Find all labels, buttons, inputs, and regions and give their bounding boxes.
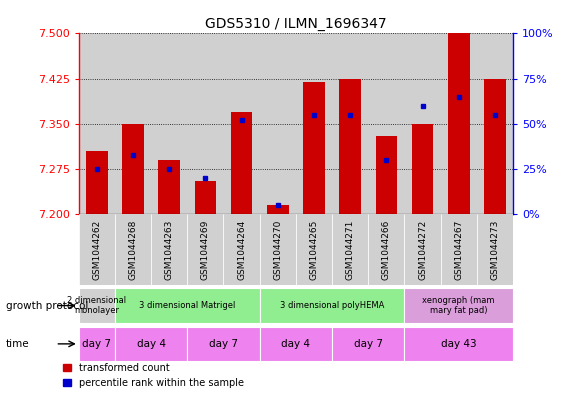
Bar bbox=[159, 160, 180, 214]
Text: GSM1044267: GSM1044267 bbox=[454, 219, 463, 280]
Bar bbox=[122, 124, 144, 214]
Text: 2 dimensional
monolayer: 2 dimensional monolayer bbox=[67, 296, 127, 315]
Text: GSM1044273: GSM1044273 bbox=[490, 219, 500, 280]
Bar bbox=[332, 327, 405, 361]
Bar bbox=[151, 33, 187, 214]
Title: GDS5310 / ILMN_1696347: GDS5310 / ILMN_1696347 bbox=[205, 17, 387, 31]
Bar bbox=[223, 33, 259, 214]
Bar bbox=[477, 33, 513, 214]
Text: GSM1044262: GSM1044262 bbox=[92, 219, 101, 280]
Bar bbox=[477, 214, 513, 285]
Text: day 4: day 4 bbox=[282, 339, 310, 349]
Bar bbox=[405, 288, 513, 323]
Bar bbox=[115, 288, 259, 323]
Text: GSM1044266: GSM1044266 bbox=[382, 219, 391, 280]
Bar bbox=[332, 214, 368, 285]
Bar bbox=[484, 79, 506, 214]
Text: GSM1044268: GSM1044268 bbox=[128, 219, 138, 280]
Bar bbox=[296, 214, 332, 285]
Bar bbox=[115, 214, 151, 285]
Bar bbox=[115, 33, 151, 214]
Text: growth protocol: growth protocol bbox=[6, 301, 88, 310]
Bar bbox=[339, 79, 361, 214]
Bar bbox=[368, 214, 405, 285]
Text: time: time bbox=[6, 339, 30, 349]
Bar bbox=[296, 33, 332, 214]
Text: day 7: day 7 bbox=[209, 339, 238, 349]
Bar bbox=[79, 33, 115, 214]
Bar bbox=[332, 33, 368, 214]
Bar bbox=[187, 214, 223, 285]
Bar bbox=[259, 214, 296, 285]
Text: GSM1044271: GSM1044271 bbox=[346, 219, 354, 280]
Bar bbox=[231, 112, 252, 214]
Bar bbox=[187, 327, 259, 361]
Bar bbox=[195, 181, 216, 214]
Bar bbox=[405, 33, 441, 214]
Bar bbox=[115, 327, 187, 361]
Bar bbox=[368, 33, 405, 214]
Text: GSM1044272: GSM1044272 bbox=[418, 219, 427, 280]
Bar bbox=[79, 288, 115, 323]
Text: xenograph (mam
mary fat pad): xenograph (mam mary fat pad) bbox=[423, 296, 495, 315]
Bar bbox=[151, 214, 187, 285]
Text: day 7: day 7 bbox=[82, 339, 111, 349]
Bar bbox=[441, 214, 477, 285]
Text: GSM1044264: GSM1044264 bbox=[237, 219, 246, 280]
Text: 3 dimensional Matrigel: 3 dimensional Matrigel bbox=[139, 301, 236, 310]
Bar bbox=[223, 214, 259, 285]
Bar bbox=[303, 82, 325, 214]
Text: GSM1044269: GSM1044269 bbox=[201, 219, 210, 280]
Bar bbox=[448, 33, 469, 214]
Bar bbox=[412, 124, 433, 214]
Bar bbox=[259, 288, 405, 323]
Bar bbox=[79, 214, 115, 285]
Text: day 43: day 43 bbox=[441, 339, 476, 349]
Bar bbox=[405, 327, 513, 361]
Bar bbox=[441, 33, 477, 214]
Bar bbox=[405, 214, 441, 285]
Bar bbox=[86, 151, 108, 214]
Bar bbox=[259, 33, 296, 214]
Text: GSM1044270: GSM1044270 bbox=[273, 219, 282, 280]
Bar bbox=[259, 327, 332, 361]
Bar bbox=[187, 33, 223, 214]
Bar bbox=[267, 205, 289, 214]
Text: 3 dimensional polyHEMA: 3 dimensional polyHEMA bbox=[280, 301, 384, 310]
Legend: transformed count, percentile rank within the sample: transformed count, percentile rank withi… bbox=[63, 363, 244, 388]
Bar bbox=[79, 327, 115, 361]
Text: day 7: day 7 bbox=[354, 339, 383, 349]
Bar bbox=[375, 136, 397, 214]
Text: GSM1044263: GSM1044263 bbox=[164, 219, 174, 280]
Text: GSM1044265: GSM1044265 bbox=[310, 219, 318, 280]
Text: day 4: day 4 bbox=[136, 339, 166, 349]
